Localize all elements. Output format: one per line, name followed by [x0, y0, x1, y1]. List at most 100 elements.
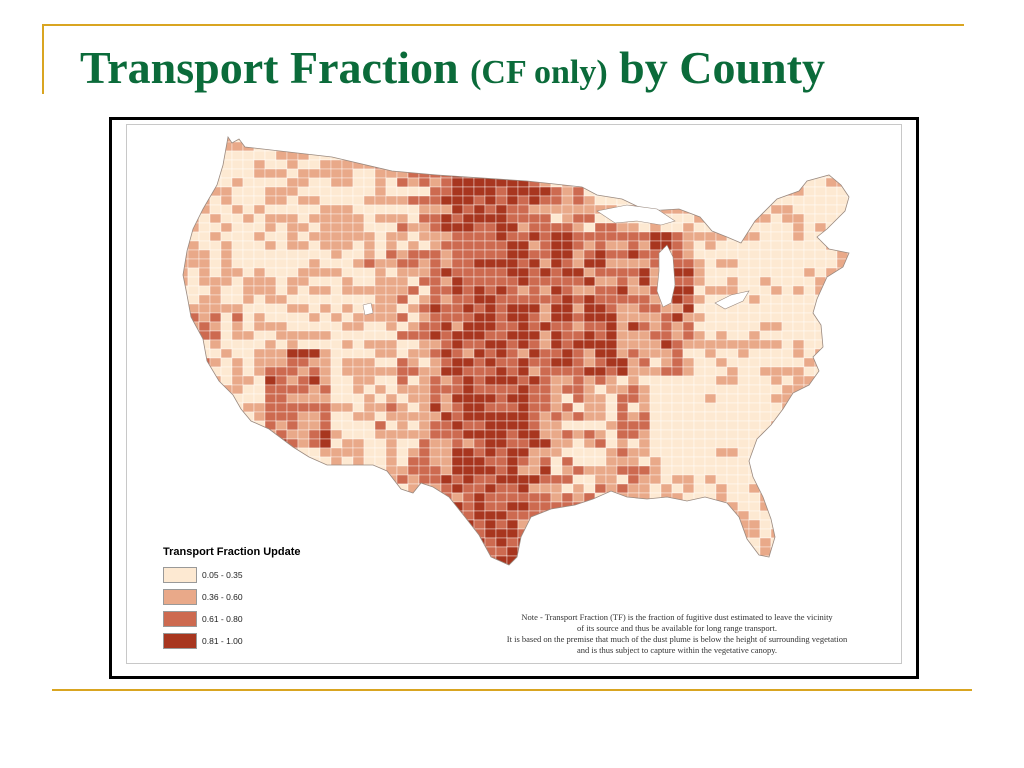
- county-tile: [308, 564, 321, 565]
- county-tile: [616, 510, 629, 521]
- county-tile: [264, 137, 277, 143]
- county-tile: [451, 402, 464, 413]
- county-tile: [528, 375, 541, 386]
- county-tile: [770, 258, 783, 269]
- county-tile: [352, 438, 365, 449]
- county-tile: [418, 501, 431, 512]
- county-tile: [253, 348, 266, 359]
- county-tile: [594, 168, 607, 179]
- legend-item: 0.81 - 1.00: [163, 630, 301, 652]
- county-tile: [209, 141, 222, 152]
- county-tile: [275, 510, 288, 521]
- county-tile: [627, 456, 640, 467]
- county-tile: [396, 474, 409, 485]
- county-tile: [330, 393, 343, 404]
- county-tile: [517, 294, 530, 305]
- county-tile: [253, 330, 266, 341]
- county-tile: [836, 231, 849, 242]
- county-tile: [836, 447, 849, 458]
- county-tile: [638, 285, 651, 296]
- county-tile: [803, 456, 816, 467]
- county-tile: [407, 222, 420, 233]
- county-tile: [242, 258, 255, 269]
- county-tile: [495, 510, 508, 521]
- county-tile: [847, 312, 849, 323]
- county-tile: [627, 240, 640, 251]
- county-tile: [297, 312, 310, 323]
- county-tile: [419, 574, 430, 583]
- county-tile: [528, 213, 541, 224]
- county-tile: [462, 375, 475, 386]
- county-tile: [682, 456, 695, 467]
- county-tile: [220, 240, 233, 251]
- county-tile: [660, 366, 673, 377]
- county-tile: [242, 384, 255, 395]
- county-tile: [396, 312, 409, 323]
- county-tile: [275, 186, 288, 197]
- county-tile: [264, 519, 277, 530]
- county-tile: [605, 258, 618, 269]
- county-tile: [297, 393, 310, 404]
- county-tile: [473, 321, 486, 332]
- county-tile: [231, 321, 244, 332]
- county-tile: [594, 483, 607, 494]
- county-tile: [319, 258, 332, 269]
- county-tile: [803, 249, 816, 260]
- county-tile: [836, 564, 849, 565]
- county-tile: [759, 231, 772, 242]
- county-tile: [495, 186, 508, 197]
- county-tile: [506, 366, 519, 377]
- county-tile: [638, 438, 651, 449]
- county-tile: [792, 492, 805, 503]
- county-tile: [418, 330, 431, 341]
- county-tile: [275, 474, 288, 485]
- county-tile: [242, 137, 255, 143]
- county-tile: [242, 501, 255, 512]
- county-tile: [385, 141, 398, 152]
- legend-item: 0.36 - 0.60: [163, 586, 301, 608]
- county-tile: [825, 285, 838, 296]
- county-tile: [605, 510, 618, 521]
- county-tile: [319, 213, 332, 224]
- county-tile: [517, 321, 530, 332]
- county-tile: [308, 366, 321, 377]
- county-tile: [451, 150, 464, 161]
- county-tile: [584, 574, 595, 583]
- county-tile: [715, 375, 728, 386]
- county-tile: [209, 276, 222, 287]
- county-tile: [517, 564, 530, 565]
- county-tile: [374, 285, 387, 296]
- county-tile: [528, 285, 541, 296]
- county-tile: [649, 330, 662, 341]
- county-tile: [198, 474, 211, 485]
- county-tile: [803, 150, 816, 161]
- county-tile: [363, 231, 376, 242]
- county-tile: [682, 429, 695, 440]
- county-tile: [297, 177, 310, 188]
- county-tile: [231, 137, 244, 143]
- county-tile: [440, 150, 453, 161]
- county-tile: [517, 528, 530, 539]
- county-tile: [319, 366, 332, 377]
- county-tile: [495, 231, 508, 242]
- county-tile: [297, 411, 310, 422]
- county-tile: [341, 222, 354, 233]
- county-tile: [715, 321, 728, 332]
- county-tile: [198, 186, 211, 197]
- county-tile: [649, 375, 662, 386]
- county-tile: [836, 177, 849, 188]
- county-tile: [473, 285, 486, 296]
- county-tile: [319, 357, 332, 368]
- county-tile: [616, 555, 629, 565]
- county-tile: [209, 456, 222, 467]
- county-tile: [704, 420, 717, 431]
- county-tile: [814, 249, 827, 260]
- county-tile: [319, 294, 332, 305]
- county-tile: [341, 249, 354, 260]
- county-tile: [341, 366, 354, 377]
- county-tile: [605, 186, 618, 197]
- county-tile: [374, 411, 387, 422]
- county-tile: [682, 213, 695, 224]
- county-tile: [825, 294, 838, 305]
- county-tile: [770, 159, 783, 170]
